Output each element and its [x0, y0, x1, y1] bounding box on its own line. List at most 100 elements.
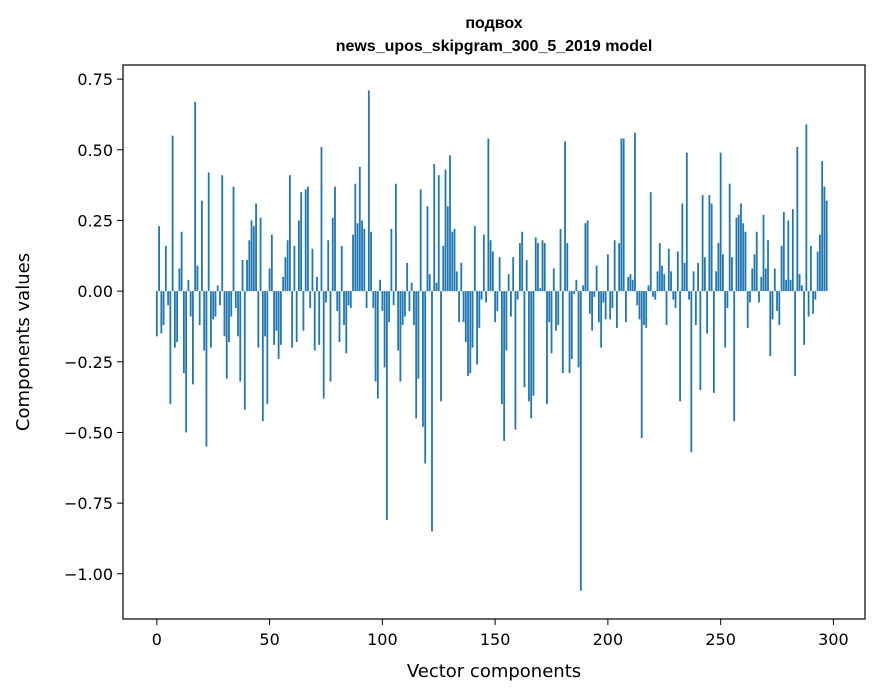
bar-209 — [627, 276, 630, 292]
bar-105 — [392, 291, 395, 306]
bar-231 — [676, 251, 679, 292]
bar-224 — [661, 265, 663, 292]
bar-17 — [194, 101, 197, 292]
bar-264 — [751, 268, 754, 292]
bar-61 — [293, 245, 296, 292]
bar-21 — [203, 291, 206, 351]
bar-275 — [776, 291, 778, 311]
bar-277 — [780, 245, 783, 292]
bar-3 — [162, 291, 165, 326]
bar-48 — [264, 291, 266, 337]
bar-188 — [579, 291, 582, 591]
bar-177 — [555, 291, 557, 331]
bar-203 — [613, 240, 616, 292]
bar-237 — [690, 291, 693, 453]
bar-44 — [255, 203, 257, 292]
bar-215 — [640, 291, 643, 439]
bar-102 — [385, 291, 388, 521]
bar-53 — [275, 291, 278, 331]
bar-55 — [279, 291, 282, 345]
bar-279 — [785, 279, 787, 292]
bar-243 — [703, 257, 706, 292]
bar-176 — [552, 268, 555, 292]
bar-246 — [710, 203, 713, 292]
bar-120 — [426, 206, 429, 292]
bar-211 — [631, 279, 634, 292]
bar-288 — [805, 124, 808, 292]
bar-251 — [722, 254, 724, 292]
bar-158 — [512, 257, 515, 292]
bar-135 — [460, 262, 463, 292]
bar-220 — [652, 291, 654, 297]
bar-198 — [602, 291, 605, 303]
bar-233 — [681, 203, 684, 292]
bar-206 — [620, 138, 623, 292]
bar-248 — [715, 271, 718, 292]
x-tick-label: 150 — [480, 630, 511, 649]
bar-190 — [584, 223, 587, 292]
bar-124 — [435, 282, 438, 292]
bar-115 — [415, 291, 418, 419]
bar-278 — [782, 211, 785, 292]
bar-167 — [532, 291, 535, 396]
bar-238 — [692, 271, 695, 292]
bar-42 — [250, 220, 253, 292]
bar-27 — [216, 285, 219, 292]
bar-9 — [176, 291, 179, 342]
bar-296 — [823, 186, 826, 292]
bar-77 — [329, 291, 332, 382]
bar-230 — [674, 291, 677, 309]
bar-137 — [464, 291, 467, 342]
bar-92 — [363, 228, 366, 292]
bar-122 — [431, 291, 433, 532]
bar-93 — [365, 291, 368, 309]
bar-54 — [277, 291, 280, 359]
bar-63 — [298, 220, 300, 292]
bar-74 — [322, 291, 325, 399]
bar-182 — [566, 243, 569, 292]
y-axis-label: Components values — [13, 253, 34, 431]
bar-4 — [164, 245, 167, 292]
bar-281 — [789, 279, 792, 292]
bar-181 — [564, 141, 566, 292]
bar-286 — [800, 285, 803, 292]
bar-186 — [575, 279, 578, 292]
bar-18 — [196, 265, 199, 292]
bar-184 — [570, 291, 573, 359]
bar-26 — [214, 291, 217, 317]
bar-132 — [453, 228, 456, 292]
bar-37 — [239, 291, 242, 382]
bar-76 — [327, 240, 330, 292]
bar-16 — [192, 291, 194, 385]
bar-106 — [394, 183, 397, 292]
bar-197 — [600, 291, 603, 348]
bar-29 — [221, 175, 224, 292]
bar-51 — [270, 234, 273, 292]
y-tick-label: −1.00 — [64, 565, 113, 584]
bar-180 — [561, 291, 564, 374]
bar-156 — [507, 274, 510, 292]
bar-107 — [397, 291, 400, 351]
bar-14 — [187, 279, 190, 292]
bar-140 — [471, 291, 474, 348]
bar-25 — [212, 291, 215, 320]
bar-191 — [586, 220, 589, 292]
bar-252 — [724, 291, 727, 348]
bar-121 — [428, 274, 431, 292]
bar-1 — [158, 226, 160, 292]
bar-80 — [336, 291, 339, 311]
x-axis-label: Vector components — [407, 661, 581, 682]
bar-150 — [494, 291, 497, 323]
bar-175 — [550, 291, 553, 354]
bar-15 — [189, 291, 192, 317]
bar-45 — [257, 291, 260, 348]
y-tick-label: 0.25 — [77, 211, 113, 230]
bar-38 — [241, 260, 244, 292]
x-tick-label: 250 — [705, 630, 736, 649]
bar-90 — [358, 166, 361, 292]
bar-11 — [180, 231, 183, 292]
bar-195 — [595, 265, 598, 292]
bar-2 — [160, 291, 163, 334]
bar-199 — [604, 291, 607, 320]
bar-72 — [318, 291, 321, 345]
